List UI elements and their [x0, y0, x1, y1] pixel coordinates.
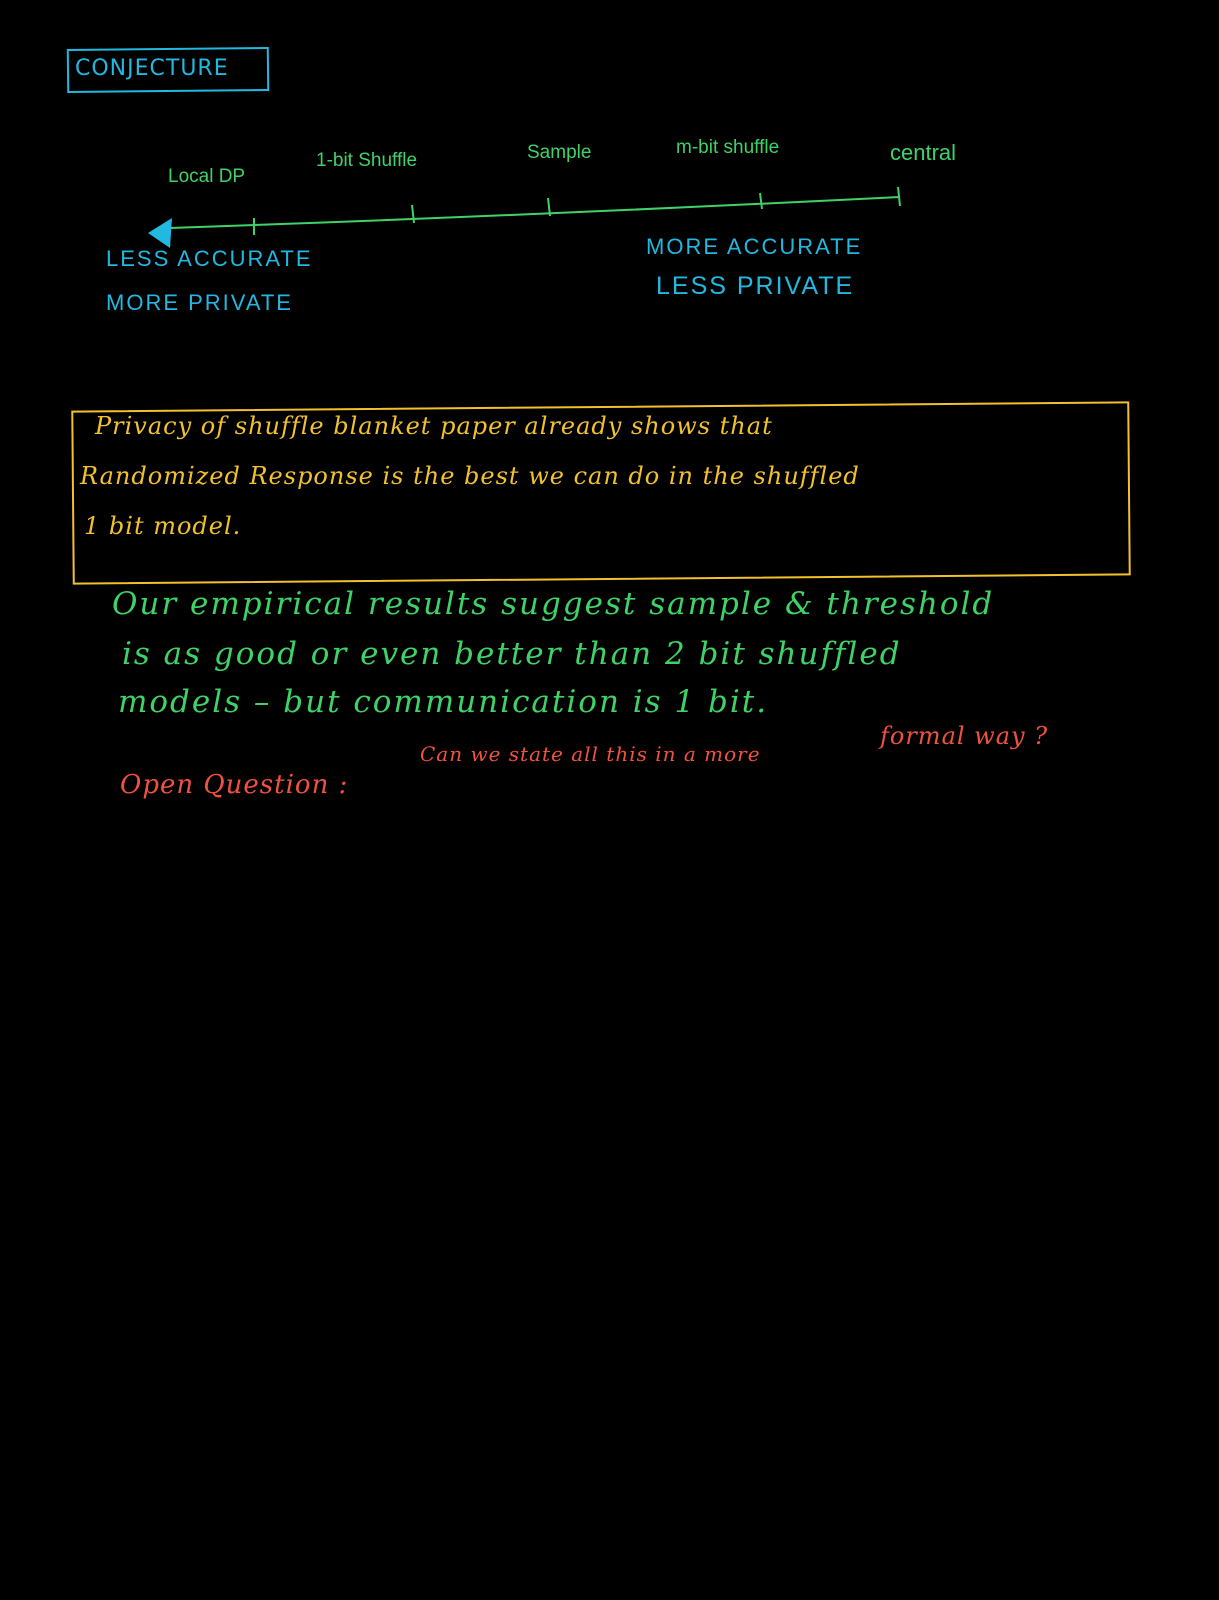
open-question-text-tail: formal way ? — [880, 722, 1049, 750]
results-line-3: models – but communication is 1 bit. — [118, 684, 769, 720]
scale-tick-sample — [547, 197, 551, 217]
scale-tick-m-bit-shuffle — [759, 192, 763, 210]
right-end-less-private: LESS PRIVATE — [656, 272, 855, 300]
prior-result-line-1: Privacy of shuffle blanket paper already… — [95, 412, 773, 440]
prior-result-line-2: Randomized Response is the best we can d… — [80, 462, 860, 490]
privacy-accuracy-scale — [148, 186, 901, 248]
results-line-1: Our empirical results suggest sample & t… — [112, 586, 995, 622]
scale-label-local-dp: Local DP — [168, 166, 246, 187]
open-question-label: Open Question : — [120, 770, 349, 800]
prior-result-line-3: 1 bit model. — [84, 512, 242, 540]
scale-label-central: central — [890, 140, 957, 165]
scale-tick-central — [897, 186, 901, 207]
results-line-2: is as good or even better than 2 bit shu… — [122, 636, 902, 672]
scale-label-m-bit-shuffle: m-bit shuffle — [676, 137, 780, 158]
scale-arrowhead-left — [148, 218, 172, 248]
scale-label-sample: Sample — [527, 142, 592, 163]
left-end-less-accurate: LESS ACCURATE — [106, 246, 313, 271]
left-end-more-private: MORE PRIVATE — [106, 290, 293, 315]
right-end-more-accurate: MORE ACCURATE — [646, 234, 863, 259]
scale-axis-line — [169, 196, 901, 229]
conjecture-title: CONJECTURE — [75, 56, 229, 81]
scale-label-1bit-shuffle: 1-bit Shuffle — [316, 150, 418, 171]
scale-tick-1bit-shuffle — [411, 204, 415, 224]
open-question-text: Can we state all this in a more — [420, 742, 761, 766]
